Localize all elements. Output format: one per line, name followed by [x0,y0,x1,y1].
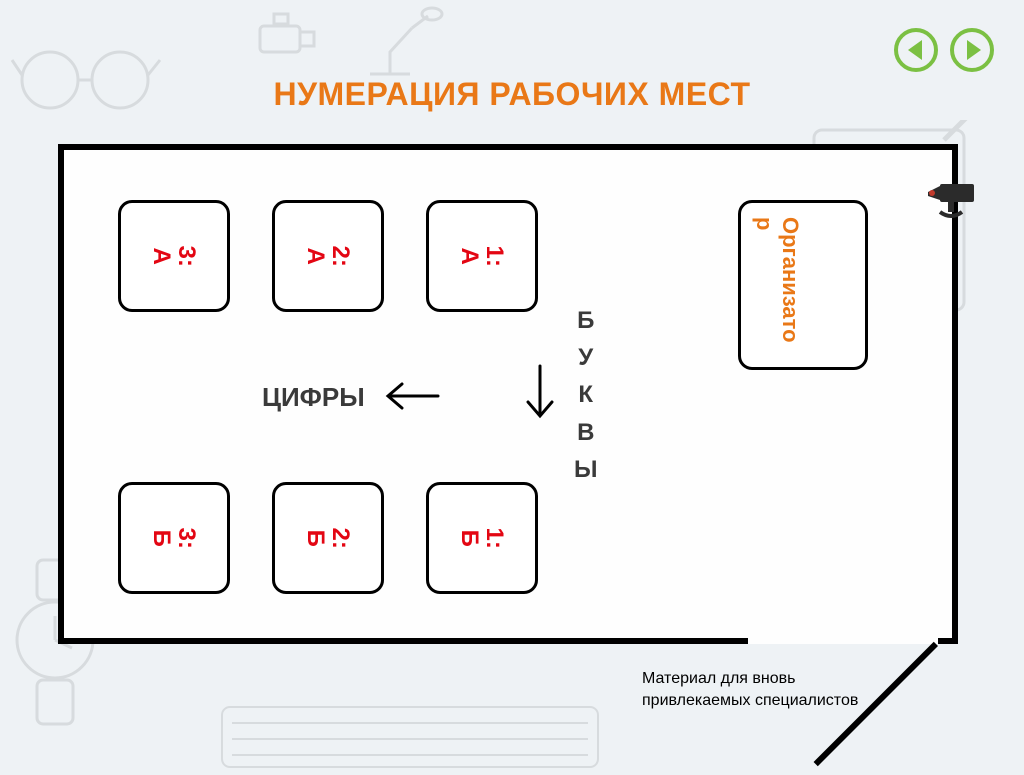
desk-label: 3: А [149,245,199,266]
desk-b-0: 3: Б [118,482,230,594]
desk-a-2: 1: А [426,200,538,312]
desk-b-1: 2: Б [272,482,384,594]
next-arrow-icon [967,40,981,60]
camera-icon [924,180,984,233]
organizer-desk: Организато р [738,200,868,370]
desk-label: 1: Б [457,527,507,548]
next-slide-button[interactable] [950,28,994,72]
arrow-left-icon [378,376,448,416]
digits-axis-label: ЦИФРЫ [262,382,365,413]
desk-label: 1: А [457,245,507,266]
bg-usb [240,6,330,76]
bg-lamp [350,4,450,84]
bg-keyboard [220,705,600,775]
room-bottom-border [58,638,748,644]
desk-a-0: 3: А [118,200,230,312]
desk-label: 3: Б [149,527,199,548]
letters-axis-label: Б У К В Ы [574,302,598,488]
desk-label: 2: Б [303,527,353,548]
bg-glasses [10,20,170,130]
prev-slide-button[interactable] [894,28,938,72]
desk-label: 2: А [303,245,353,266]
organizer-label: Организато р [751,217,803,343]
desk-a-1: 2: А [272,200,384,312]
room-bottom-border-right [938,638,958,644]
prev-arrow-icon [908,40,922,60]
arrow-down-icon [520,358,560,428]
desk-b-2: 1: Б [426,482,538,594]
footer-caption: Материал для вновь привлекаемых специали… [642,668,902,711]
page-title: НУМЕРАЦИЯ РАБОЧИХ МЕСТ [0,76,1024,113]
